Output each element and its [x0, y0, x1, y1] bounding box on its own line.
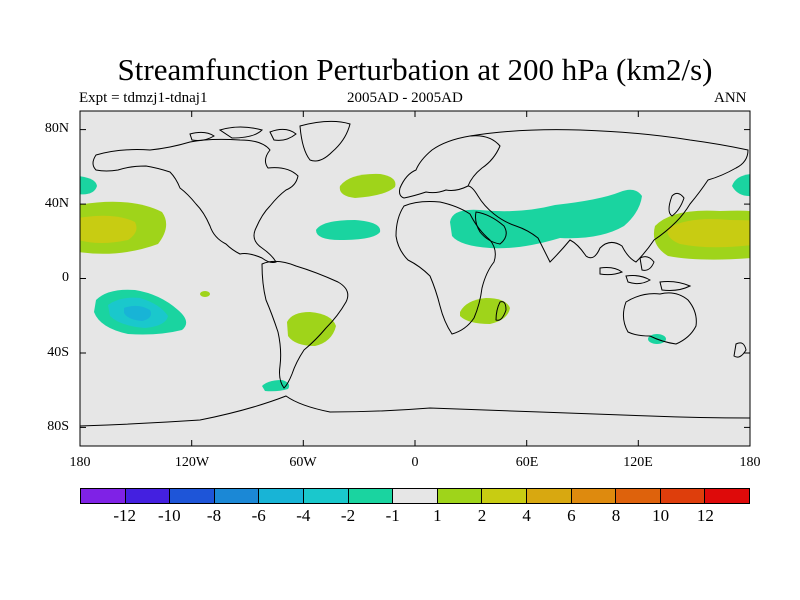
colorbar-label: -8 — [206, 506, 222, 525]
coast-north-america — [92, 138, 299, 263]
lat-label-0: 0 — [62, 270, 69, 285]
contour-east-edge — [732, 174, 750, 197]
colorbar-label: 10 — [652, 506, 670, 525]
lat-tick-marks — [80, 129, 750, 428]
lon-label-180e: 180 — [739, 455, 761, 470]
chart-title: Streamfunction Perturbation at 200 hPa (… — [117, 52, 713, 87]
colorbar-label: 2 — [477, 506, 487, 525]
contour-trop-atlantic — [316, 220, 381, 240]
contour-s-pacific-core — [124, 305, 151, 321]
colorbar-swatch — [303, 489, 349, 503]
colorbar-label: 12 — [696, 506, 714, 525]
colorbar — [80, 488, 750, 504]
coast-new-zealand — [733, 342, 747, 358]
colorbar-label: -10 — [157, 506, 181, 525]
period-label: 2005AD - 2005AD — [347, 90, 463, 106]
coast-australia — [622, 292, 697, 345]
contour-nw-pacific-core — [667, 219, 750, 248]
colorbar-label: -12 — [113, 506, 136, 525]
colorbar-swatch — [571, 489, 617, 503]
colorbar-label: -2 — [340, 506, 356, 525]
lon-label-60w: 60W — [289, 455, 317, 470]
lon-label-180w: 180 — [69, 455, 91, 470]
colorbar-swatch — [526, 489, 572, 503]
colorbar-swatch — [616, 489, 661, 503]
lat-label-80s: 80S — [47, 419, 69, 434]
coast-arctic-islands — [189, 126, 297, 141]
coast-antarctica — [80, 395, 750, 427]
coast-asia — [467, 129, 749, 263]
colorbar-swatch — [660, 489, 706, 503]
colorbar-label: 6 — [567, 506, 576, 525]
contour-west-edge — [80, 176, 97, 195]
lat-label-40n: 40N — [44, 196, 69, 211]
season-label: ANN — [714, 90, 747, 106]
colorbar-label: -4 — [296, 506, 311, 525]
contour-fills — [80, 173, 750, 392]
colorbar-swatch — [437, 489, 483, 503]
coast-europe — [399, 135, 501, 199]
colorbar-swatch — [482, 489, 527, 503]
colorbar-label: 4 — [522, 506, 531, 525]
experiment-label: Expt = tdmzj1-tdnaj1 — [79, 90, 208, 106]
colorbar-swatch — [348, 489, 394, 503]
contour-s-africa — [460, 298, 510, 324]
lon-label-120e: 120E — [623, 455, 653, 470]
contour-drake — [262, 380, 290, 392]
colorbar-label: 8 — [611, 506, 621, 525]
colorbar-swatch — [81, 489, 126, 503]
contour-ne-pacific-core — [80, 215, 137, 243]
contour-small-blob — [200, 291, 210, 297]
coast-japan — [668, 192, 685, 217]
coast-madagascar — [495, 301, 507, 321]
colorbar-swatch — [393, 489, 438, 503]
contour-asia-band — [450, 189, 642, 249]
colorbar-swatch — [705, 489, 749, 503]
colorbar-label: 1 — [433, 506, 442, 525]
colorbar-swatch — [259, 489, 304, 503]
colorbar-label: -6 — [251, 506, 266, 525]
contour-n-atlantic — [339, 173, 396, 198]
colorbar-swatch — [125, 489, 171, 503]
lon-tick-marks — [191, 111, 639, 446]
lon-label-60e: 60E — [515, 455, 539, 470]
colorbar-swatch — [170, 489, 215, 503]
coast-se-asia-islands — [599, 256, 692, 291]
map-background — [80, 111, 750, 446]
coast-south-america — [261, 260, 349, 389]
lat-label-40s: 40S — [47, 345, 69, 360]
colorbar-swatch — [214, 489, 260, 503]
coast-greenland — [299, 120, 351, 162]
lon-label-120w: 120W — [174, 455, 210, 470]
coast-arabia — [475, 211, 507, 245]
contour-s-america — [287, 312, 336, 346]
coastlines — [80, 120, 750, 427]
colorbar-label: -1 — [385, 506, 400, 525]
lon-label-0: 0 — [411, 455, 419, 470]
lat-label-80n: 80N — [44, 121, 69, 136]
coast-africa — [395, 201, 496, 335]
